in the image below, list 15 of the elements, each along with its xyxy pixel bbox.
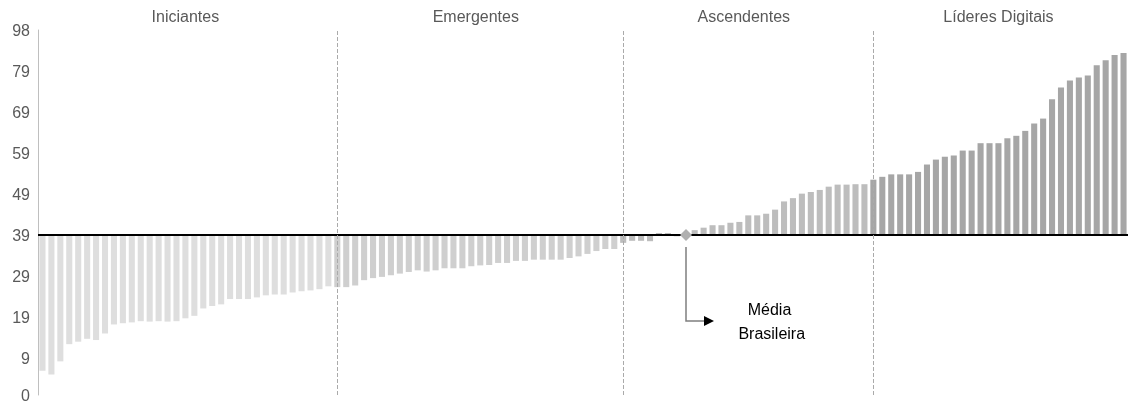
y-tick-label: 49 bbox=[12, 185, 31, 203]
y-tick-label: 0 bbox=[21, 386, 31, 403]
y-tick-label: 59 bbox=[12, 144, 31, 162]
y-axis-title: 98 bbox=[12, 21, 31, 39]
text: Iniciantes bbox=[151, 7, 220, 25]
y-tick-label: 69 bbox=[12, 103, 31, 121]
y-tick-label: 79 bbox=[12, 62, 31, 80]
y-tick-label: 39 bbox=[12, 226, 31, 244]
text: Emergentes bbox=[432, 7, 519, 25]
annotation: Média Brasileira bbox=[738, 300, 806, 342]
y-tick-label: 29 bbox=[12, 267, 31, 285]
text: Ascendentes bbox=[697, 7, 791, 25]
text: Líderes Digitais bbox=[943, 7, 1054, 25]
y-tick-label: 9 bbox=[21, 349, 31, 367]
y-tick-label: 19 bbox=[12, 308, 31, 326]
